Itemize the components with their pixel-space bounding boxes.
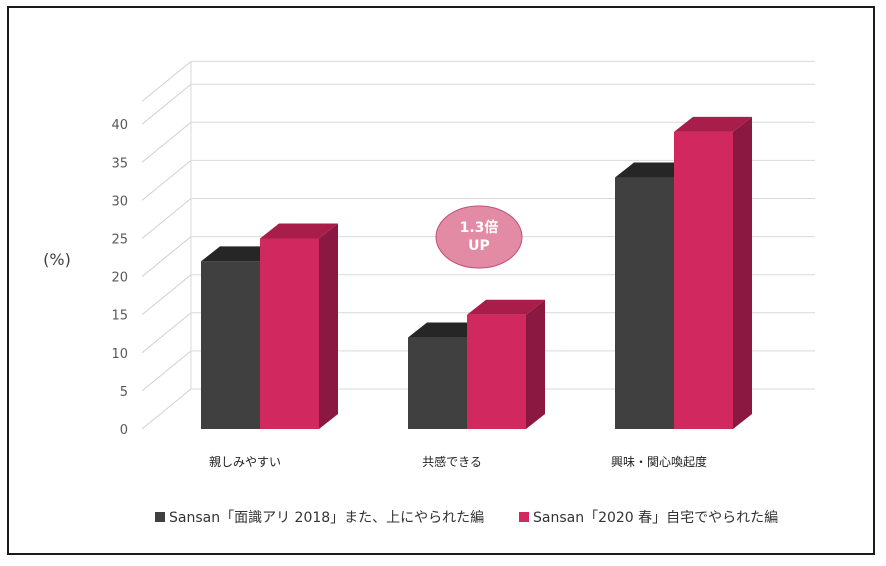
- legend: Sansan「面識アリ 2018」また、上にやられた編 Sansan「2020 春…: [155, 510, 778, 526]
- bar-front: [674, 131, 733, 429]
- bar-top: [408, 322, 486, 338]
- y-axis-unit: (%): [43, 250, 71, 269]
- bars: [201, 116, 752, 430]
- bar-side: [733, 116, 752, 429]
- bar: [260, 223, 338, 429]
- bar-side: [526, 299, 545, 429]
- bar-top: [467, 299, 545, 315]
- y-tick-label: 20: [111, 271, 128, 286]
- bar-top: [260, 223, 338, 239]
- bar-top: [674, 116, 752, 132]
- bar-front: [201, 261, 260, 429]
- grid-diagonal: [141, 83, 192, 125]
- bar-front: [467, 314, 526, 429]
- grid-diagonal: [141, 198, 192, 239]
- grid-diagonal: [141, 60, 192, 102]
- legend-swatch: [519, 512, 529, 522]
- bar-side: [319, 223, 338, 429]
- x-category-label: 興味・関心喚起度: [611, 454, 707, 469]
- grid-diagonal: [141, 312, 192, 354]
- grid-diagonal: [141, 121, 192, 163]
- legend-label: Sansan「2020 春」自宅でやられた編: [533, 510, 778, 526]
- bar-front: [408, 337, 467, 429]
- y-axis-ticks: 0 5 10 15 20 25 30 35 40: [111, 118, 128, 438]
- y-tick-label: 40: [111, 118, 128, 133]
- y-tick-label: 30: [111, 194, 128, 209]
- y-tick-label: 10: [111, 347, 128, 362]
- y-tick-label: 25: [111, 233, 128, 248]
- grid-diagonal: [141, 350, 192, 392]
- annotation-badge: 1.3倍 UP: [435, 205, 523, 269]
- grid-diagonal: [141, 236, 192, 277]
- grid-diagonal: [141, 274, 192, 316]
- y-tick-label: 0: [120, 423, 128, 438]
- y-tick-label: 35: [111, 156, 128, 171]
- badge-line2: UP: [468, 238, 490, 254]
- grid-diagonal: [141, 160, 192, 201]
- grid-diagonal: [141, 388, 192, 430]
- bar-front: [615, 177, 674, 429]
- legend-label: Sansan「面識アリ 2018」また、上にやられた編: [169, 510, 484, 526]
- x-category-label: 親しみやすい: [209, 455, 281, 469]
- bar-front: [260, 238, 319, 429]
- bar-top: [615, 162, 693, 178]
- badge-ellipse: [435, 205, 523, 269]
- y-tick-label: 5: [120, 385, 128, 400]
- bar: [674, 116, 752, 429]
- x-axis-categories: 親しみやすい 共感できる 興味・関心喚起度: [209, 454, 707, 469]
- bar: [467, 299, 545, 429]
- legend-swatch: [155, 512, 165, 522]
- x-category-label: 共感できる: [422, 454, 482, 469]
- bar-top: [201, 246, 279, 262]
- badge-line1: 1.3倍: [460, 219, 499, 236]
- y-tick-label: 15: [111, 309, 128, 324]
